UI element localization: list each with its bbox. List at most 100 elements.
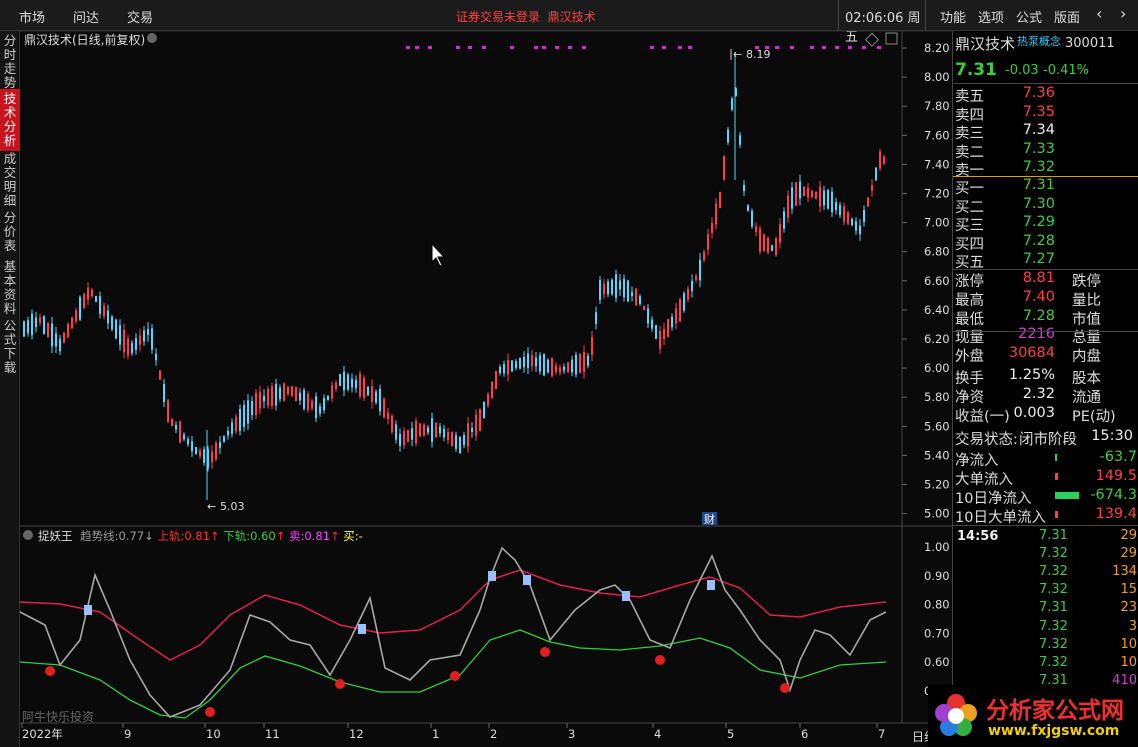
back-arrow-icon[interactable]: ‹	[1096, 4, 1103, 23]
buy-marker-icon	[450, 671, 460, 681]
candle-body	[811, 191, 813, 197]
stat-label-2: 市值	[1072, 311, 1101, 328]
trend-line	[19, 546, 887, 718]
indicator-tick: 0.70	[924, 626, 950, 640]
menu-layout[interactable]: 版面	[1054, 11, 1081, 26]
indicator-dropdown-icon[interactable]	[23, 530, 33, 540]
quote-panel: 鼎汉技术 热泵概念 300011 7.31 -0.03 -0.41% 卖五 7.3…	[952, 31, 1138, 747]
login-notice[interactable]: 证券交易未登录 鼎汉技术	[456, 8, 596, 25]
candle-body	[567, 362, 569, 373]
time-tick: 5	[727, 727, 734, 741]
forward-arrow-icon[interactable]: ›	[1120, 4, 1127, 23]
candle-body	[491, 382, 493, 398]
finance-badge[interactable]	[702, 512, 717, 525]
stat-row: 最低 7.28 市值	[953, 308, 1138, 328]
tab-technical[interactable]: 技术分析	[0, 89, 20, 151]
candle-body	[463, 434, 465, 446]
finance-badge-label[interactable]: 财	[704, 512, 715, 526]
bid-row[interactable]: 买二 7.30	[953, 196, 1138, 216]
stat-row: 收益(一) 0.003 PE(动)	[953, 405, 1138, 425]
candle-body	[383, 398, 385, 418]
candle-body	[879, 151, 881, 169]
menu-trade[interactable]: 交易	[127, 11, 154, 26]
tab-formula-download[interactable]: 公式下载	[3, 318, 17, 375]
candle-body	[387, 412, 389, 420]
signal-dot	[406, 46, 410, 49]
candle-body	[711, 223, 713, 233]
candle-body	[63, 332, 65, 343]
login-status[interactable]: 证券交易未登录	[456, 10, 541, 24]
candle-body	[575, 354, 577, 375]
ask-row[interactable]: 卖五 7.36	[953, 85, 1138, 105]
indicator-name[interactable]: 捉妖王	[38, 529, 73, 543]
candle-body	[271, 386, 273, 406]
buy-marker-icon	[205, 707, 215, 717]
signal-dot	[810, 46, 814, 49]
trade-volume: 29	[1120, 528, 1137, 543]
bid-row[interactable]: 买三 7.29	[953, 214, 1138, 234]
tab-intraday[interactable]: 分时走势	[3, 33, 17, 90]
candle-body	[263, 395, 265, 402]
ask-label: 卖四	[955, 107, 984, 124]
trade-price: 7.32	[1039, 654, 1068, 670]
trend-label: 趋势线:	[80, 529, 119, 543]
bid-row[interactable]: 买一 7.31	[953, 177, 1138, 197]
tab-price-dist[interactable]: 分价表	[3, 210, 17, 253]
candle-body	[339, 374, 341, 386]
menu-options[interactable]: 选项	[978, 11, 1005, 26]
window-icon[interactable]	[885, 32, 898, 45]
price-tick: 6.40	[924, 303, 950, 317]
flow-label: 净流入	[955, 453, 999, 469]
candle-body	[863, 209, 865, 223]
ask-label: 卖一	[955, 163, 984, 180]
candle-body	[127, 338, 129, 356]
trade-row: 7.31 29	[953, 528, 1138, 547]
candle-body	[251, 401, 253, 415]
concept-tag[interactable]: 热泵概念	[1017, 35, 1061, 48]
price-tick: 8.20	[924, 41, 950, 55]
candle-body	[827, 190, 829, 209]
candle-body	[147, 329, 149, 335]
candle-body	[599, 280, 601, 300]
flow-row: 10日大单流入 139.4	[953, 506, 1138, 526]
time-tick: 10	[206, 727, 221, 741]
bid-row[interactable]: 买五 7.27	[953, 251, 1138, 271]
candle-body	[699, 259, 701, 281]
high-arrow-icon: ←	[733, 48, 742, 61]
bid-row[interactable]: 买四 7.28	[953, 232, 1138, 253]
tab-fundamentals[interactable]: 基本资料	[3, 259, 17, 316]
time-tick: 4	[654, 727, 661, 741]
menu-market[interactable]: 市场	[19, 11, 46, 26]
menu-ask[interactable]: 问达	[73, 11, 100, 26]
menu-function[interactable]: 功能	[940, 11, 967, 26]
candle-body	[515, 361, 517, 369]
ask-row[interactable]: 卖三 7.34	[953, 122, 1138, 142]
signal-dot	[415, 46, 419, 49]
chart-title: 鼎汉技术(日线,前复权)	[24, 33, 146, 47]
notice-stock[interactable]: 鼎汉技术	[547, 10, 596, 24]
trend-value: 0.77	[118, 529, 145, 543]
ask-row[interactable]: 卖二 7.33	[953, 141, 1138, 161]
trade-row: 7.32 10	[953, 637, 1138, 656]
candle-body	[191, 441, 193, 452]
tab-ticks[interactable]: 成交明细	[3, 151, 17, 208]
candle-body	[775, 238, 777, 256]
candle-body	[531, 355, 533, 367]
candle-body	[299, 392, 301, 401]
menu-formula[interactable]: 公式	[1016, 11, 1043, 26]
time-tick: 7	[878, 727, 885, 741]
bid-price: 7.28	[1022, 232, 1055, 249]
trade-row: 7.32 134	[953, 564, 1138, 583]
diamond-icon[interactable]	[864, 32, 880, 47]
candle-body	[819, 186, 821, 207]
candle-body	[239, 409, 241, 431]
chart-area[interactable]: 8.20 8.00 7.80 7.60 7.40 7.20 7.00 6.80 6.60 6.40…	[0, 0, 952, 747]
ask-row[interactable]: 卖四 7.35	[953, 104, 1138, 124]
title-dropdown-icon[interactable]	[147, 33, 157, 43]
stat-value: 1.25%	[1008, 367, 1055, 383]
ask-row[interactable]: 卖一 7.32	[953, 159, 1138, 180]
trade-volume: 134	[1112, 564, 1137, 580]
candle-body	[359, 373, 361, 397]
candle-body	[431, 418, 433, 442]
trade-price: 7.32	[1039, 564, 1068, 580]
